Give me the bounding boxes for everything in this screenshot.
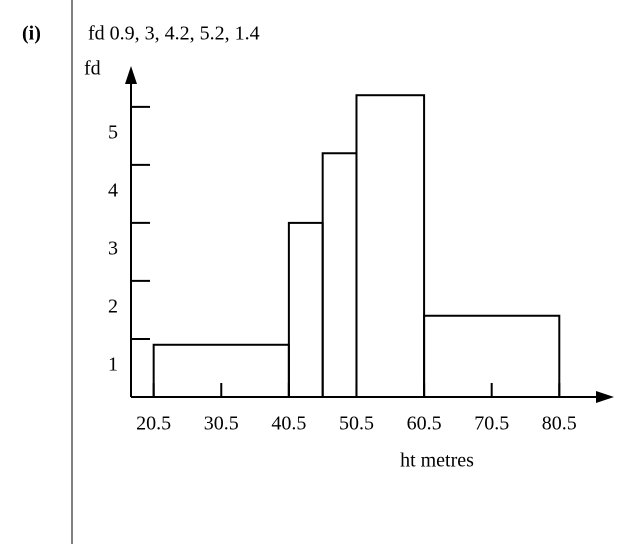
y-tick-label: 5 [108, 121, 118, 143]
bar [423, 314, 561, 398]
y-tick-label: 3 [108, 237, 118, 259]
y-axis-arrow [125, 66, 137, 84]
x-tick-label: 50.5 [339, 413, 374, 435]
x-tick-label: 60.5 [407, 413, 442, 435]
x-tick-label: 20.5 [136, 413, 171, 435]
x-axis-label: ht metres [400, 450, 474, 472]
y-tick-label: 1 [108, 354, 118, 376]
x-tick-label: 30.5 [204, 413, 239, 435]
y-tick-label: 2 [108, 296, 118, 318]
bar [321, 152, 358, 398]
x-axis-arrow [596, 391, 614, 403]
bar [355, 94, 426, 398]
y-tick-label: 4 [108, 179, 118, 201]
x-tick-label: 80.5 [542, 413, 577, 435]
bar [287, 221, 324, 398]
x-tick-label: 70.5 [474, 413, 509, 435]
y-axis-label: fd [84, 58, 101, 80]
chart-title: fd 0.9, 3, 4.2, 5.2, 1.4 [88, 23, 260, 45]
x-tick-label: 40.5 [271, 413, 306, 435]
part-label: (i) [22, 23, 41, 45]
